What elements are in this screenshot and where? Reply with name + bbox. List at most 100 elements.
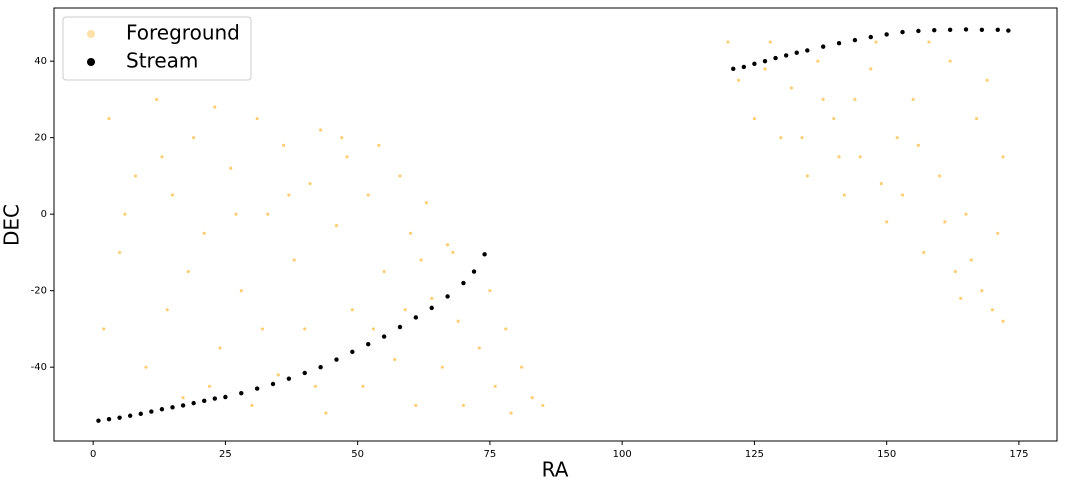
foreground-point	[366, 193, 370, 197]
x-tick-label: 100	[613, 449, 632, 460]
legend-box	[62, 16, 252, 81]
x-tick-label: 150	[877, 449, 896, 460]
x-tick-label: 0	[90, 449, 96, 460]
foreground-point	[266, 212, 270, 216]
foreground-point	[107, 116, 111, 121]
foreground-point	[281, 143, 286, 147]
stream-point	[191, 400, 196, 406]
foreground-point	[948, 59, 952, 63]
foreground-point	[133, 174, 138, 178]
foreground-point	[943, 220, 947, 224]
legend: Foreground Stream	[62, 16, 252, 81]
stream-point	[117, 415, 122, 420]
stream-point	[868, 34, 873, 40]
foreground-point	[202, 231, 206, 235]
stream-point	[202, 398, 207, 404]
stream-point	[96, 418, 101, 423]
foreground-point	[239, 289, 243, 293]
foreground-point	[382, 269, 386, 274]
stream-point	[445, 294, 450, 299]
stream-point	[149, 409, 154, 414]
legend-label: Stream	[126, 49, 198, 73]
stream-point	[932, 27, 937, 33]
foreground-point	[853, 97, 857, 102]
foreground-point	[340, 136, 344, 140]
foreground-point	[424, 201, 429, 205]
foreground-point	[874, 40, 878, 44]
foreground-point	[165, 308, 169, 312]
stream-point	[836, 40, 842, 46]
foreground-point	[170, 193, 175, 197]
foreground-point	[879, 181, 883, 186]
foreground-point	[186, 269, 190, 274]
stream-point	[1006, 28, 1011, 33]
foreground-point	[1001, 155, 1005, 159]
foreground-point	[276, 373, 280, 377]
foreground-point	[922, 250, 926, 255]
stream-point	[286, 376, 292, 381]
foreground-point	[800, 136, 804, 140]
foreground-point	[789, 86, 794, 90]
stream-point	[979, 27, 985, 33]
foreground-point	[123, 212, 127, 216]
foreground-point	[377, 143, 381, 147]
foreground-point	[736, 78, 741, 82]
foreground-point	[361, 384, 365, 388]
stream-point	[762, 58, 768, 64]
foreground-point	[895, 136, 899, 140]
stream-point	[212, 396, 218, 401]
stream-point	[413, 315, 419, 320]
y-tick-label: -40	[31, 362, 47, 373]
stream-point	[302, 370, 307, 376]
foreground-point	[885, 220, 889, 224]
foreground-point	[493, 384, 497, 388]
stream-point	[731, 66, 736, 72]
foreground-point	[953, 269, 958, 274]
foreground-point	[937, 174, 942, 178]
foreground-point	[990, 308, 995, 312]
foreground-point	[207, 384, 212, 388]
foreground-point	[805, 174, 809, 178]
foreground-point	[980, 289, 984, 293]
foreground-point	[456, 319, 460, 323]
stream-point	[916, 28, 921, 34]
stream-point	[995, 27, 1000, 33]
foreground-point	[969, 258, 973, 262]
foreground-point	[303, 327, 307, 331]
stream-point	[270, 381, 276, 387]
foreground-point	[974, 116, 979, 121]
foreground-point	[144, 365, 148, 369]
stream-point	[805, 48, 810, 53]
stream-point	[783, 53, 789, 58]
stream-point	[366, 342, 371, 347]
foreground-point	[1001, 319, 1005, 323]
foreground-point	[117, 250, 122, 255]
foreground-point	[213, 105, 217, 109]
foreground-point	[768, 40, 772, 44]
foreground-point	[324, 411, 328, 415]
foreground-point	[964, 212, 968, 216]
foreground-point	[181, 396, 185, 400]
legend-label: Foreground	[126, 21, 240, 45]
stream-point	[794, 50, 799, 55]
y-tick-label: 20	[34, 133, 47, 144]
stream-point	[482, 252, 487, 257]
foreground-point	[752, 116, 757, 121]
foreground-point	[461, 403, 466, 408]
foreground-point	[869, 67, 873, 71]
points	[96, 27, 1011, 423]
foreground-point	[319, 128, 323, 132]
x-tick-label: 125	[745, 449, 764, 460]
legend-marker	[87, 30, 95, 38]
foreground-point	[445, 243, 450, 247]
foreground-point	[477, 346, 481, 350]
stream-point	[381, 334, 387, 339]
foreground-point	[837, 155, 841, 159]
foreground-point	[504, 327, 508, 331]
stream-point	[963, 27, 969, 32]
foreground-point	[779, 136, 783, 140]
foreground-point	[287, 193, 291, 197]
foreground-point	[292, 258, 296, 262]
